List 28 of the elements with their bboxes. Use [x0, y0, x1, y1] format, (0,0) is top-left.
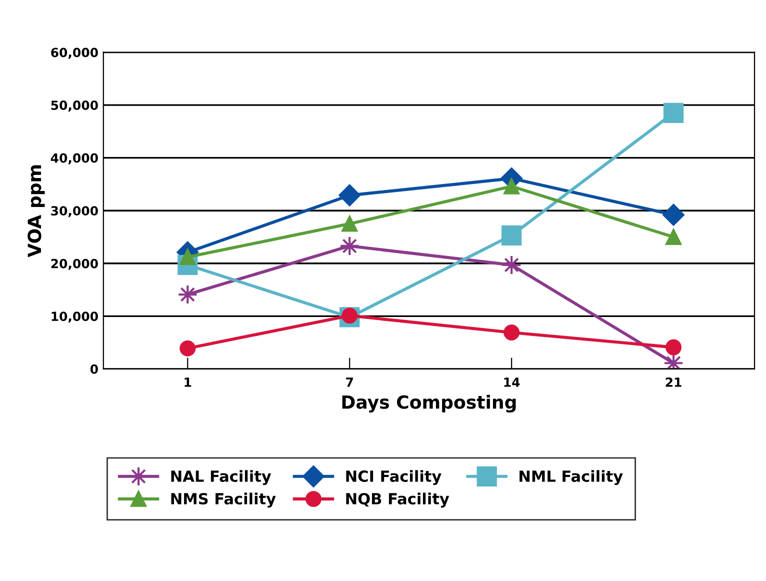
legend-label: NML Facility — [520, 470, 623, 486]
x-tick-label: 1 — [184, 378, 192, 387]
point — [663, 102, 684, 124]
point — [342, 216, 358, 232]
y-tick-label: 60,000 — [51, 48, 98, 59]
y-tick-label: 0 — [90, 364, 98, 374]
y-tick-label: 30,000 — [51, 206, 98, 218]
y-axis-title: VOA ppm — [28, 165, 45, 258]
point — [666, 339, 682, 356]
y-tick-label: 10,000 — [52, 312, 98, 323]
y-tick-label: 40,000 — [50, 153, 98, 164]
point — [504, 178, 520, 194]
point — [180, 340, 196, 356]
x-tick-label: 21 — [666, 377, 682, 387]
legend-label: NQB Facility — [346, 492, 450, 508]
y-tick-label: 20,000 — [51, 258, 98, 270]
point — [666, 229, 682, 245]
point — [501, 225, 522, 246]
y-tick-label: 50,000 — [51, 100, 98, 112]
point — [338, 184, 360, 206]
x-axis-title: Days Composting — [342, 394, 516, 413]
point — [504, 324, 520, 341]
x-tick-label: 14 — [504, 378, 520, 387]
legend-label: NMS Facility — [171, 492, 276, 508]
point — [662, 204, 684, 226]
legend-label: NAL Facility — [171, 470, 272, 486]
legend-label: NCI Facility — [346, 470, 442, 486]
x-tick-label: 7 — [346, 378, 353, 387]
